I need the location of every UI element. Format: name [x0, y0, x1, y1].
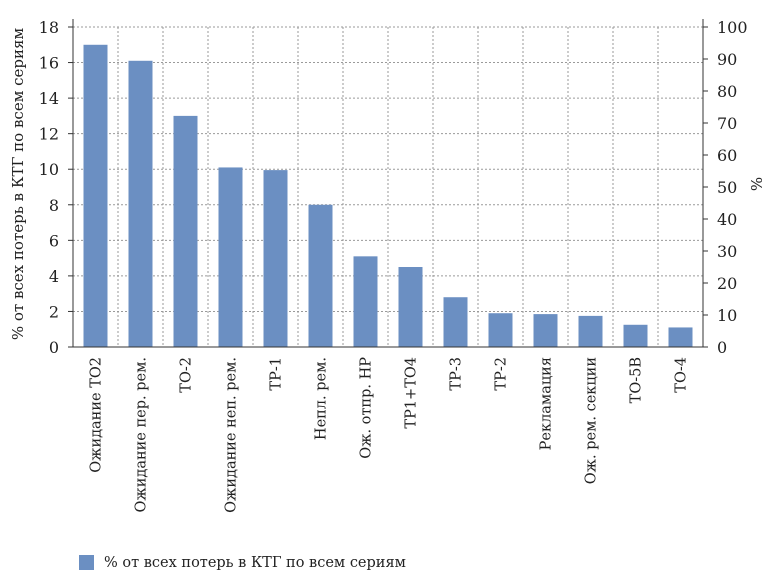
y2-tick-label: 70: [717, 114, 737, 133]
y-tick-label: 12: [39, 125, 59, 144]
y-axis-title: % от всех потерь в КТГ по всем сериям: [9, 28, 27, 341]
y-tick-label: 6: [49, 231, 59, 250]
bar: [83, 44, 108, 348]
y2-axis-title: %: [748, 177, 765, 191]
legend-label: % от всех потерь в КТГ по всем сериям: [104, 555, 406, 570]
bar: [398, 267, 423, 347]
category-label: ТР-1: [269, 357, 285, 391]
y2-tick-label: 100: [717, 18, 748, 37]
y-tick-label: 0: [49, 338, 59, 357]
left-y-axis-ticks: 0 2 4 6 8 10 12 14 16 18: [39, 18, 59, 357]
category-label: Рекламация: [539, 357, 555, 450]
category-label: Ожидание пер. рем.: [134, 357, 150, 512]
category-label: Ож. отпр. НР: [359, 357, 375, 459]
bar: [173, 115, 198, 347]
category-label: ТО-2: [179, 357, 195, 393]
bar: [488, 313, 513, 347]
y-tick-label: 10: [39, 160, 59, 179]
legend: % от всех потерь в КТГ по всем сериям: [79, 555, 406, 570]
grid-lines: [73, 26, 703, 347]
category-label: ТР-3: [449, 357, 465, 391]
axes: [68, 19, 708, 348]
bar: [443, 297, 468, 347]
bars: [83, 44, 693, 348]
y2-tick-label: 20: [717, 274, 737, 293]
bar: [308, 204, 333, 347]
bar: [623, 324, 648, 347]
y-tick-label: 8: [49, 196, 59, 215]
bar: [353, 256, 378, 347]
y2-tick-label: 30: [717, 242, 737, 261]
category-label: ТР1+ТО4: [404, 357, 420, 429]
y2-tick-label: 90: [717, 50, 737, 69]
bar: [533, 314, 558, 347]
y2-tick-label: 10: [717, 306, 737, 325]
category-label: Ож. рем. секции: [584, 357, 600, 484]
category-label: ТР-2: [494, 357, 510, 391]
right-y-axis-ticks: 0 10 20 30 40 50 60 70 80 90 100: [717, 18, 748, 357]
bar: [263, 170, 288, 347]
bar: [578, 315, 603, 347]
y2-tick-label: 50: [717, 178, 737, 197]
category-label: Ожидание ТО2: [89, 357, 105, 473]
y-tick-label: 4: [49, 267, 59, 286]
y2-tick-label: 80: [717, 82, 737, 101]
category-label: Ожидание неп. рем.: [224, 357, 240, 513]
y-tick-label: 14: [39, 89, 59, 108]
category-label: ТО-5В: [629, 357, 645, 403]
category-label: ТО-4: [674, 357, 690, 393]
bar: [128, 60, 153, 348]
y2-tick-label: 60: [717, 146, 737, 165]
y2-tick-label: 0: [717, 338, 727, 357]
category-labels: Ожидание ТО2 Ожидание пер. рем. ТО-2 Ожидан…: [89, 357, 690, 513]
bar: [668, 327, 693, 347]
y-tick-label: 2: [49, 302, 59, 321]
category-label: Непл. рем.: [314, 357, 330, 440]
y2-tick-label: 40: [717, 210, 737, 229]
legend-swatch: [79, 555, 94, 570]
y-tick-label: 18: [39, 18, 59, 37]
bar: [218, 167, 243, 347]
y-tick-label: 16: [39, 54, 59, 73]
